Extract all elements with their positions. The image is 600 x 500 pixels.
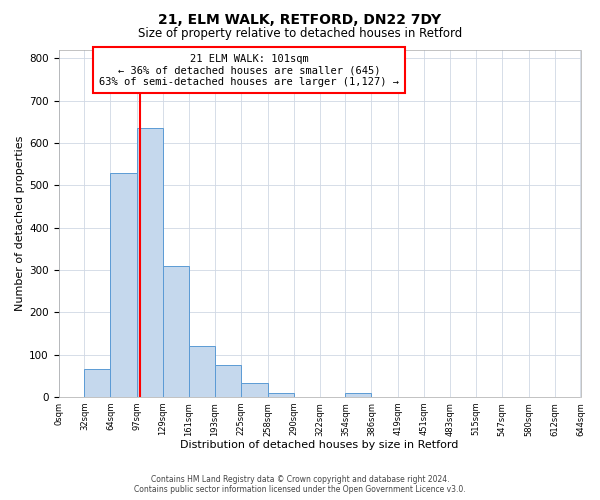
Bar bbox=[241, 384, 268, 397]
Bar bbox=[163, 266, 189, 397]
Bar bbox=[268, 392, 293, 397]
Bar bbox=[189, 346, 215, 397]
Text: Size of property relative to detached houses in Retford: Size of property relative to detached ho… bbox=[138, 28, 462, 40]
Text: Contains HM Land Registry data © Crown copyright and database right 2024.
Contai: Contains HM Land Registry data © Crown c… bbox=[134, 474, 466, 494]
Bar bbox=[346, 392, 371, 397]
Text: 21 ELM WALK: 101sqm
← 36% of detached houses are smaller (645)
63% of semi-detac: 21 ELM WALK: 101sqm ← 36% of detached ho… bbox=[99, 54, 399, 87]
X-axis label: Distribution of detached houses by size in Retford: Distribution of detached houses by size … bbox=[181, 440, 458, 450]
Bar bbox=[215, 365, 241, 397]
Text: 21, ELM WALK, RETFORD, DN22 7DY: 21, ELM WALK, RETFORD, DN22 7DY bbox=[158, 12, 442, 26]
Bar bbox=[85, 370, 110, 397]
Y-axis label: Number of detached properties: Number of detached properties bbox=[15, 136, 25, 311]
Bar bbox=[137, 128, 163, 397]
Bar bbox=[110, 172, 137, 397]
